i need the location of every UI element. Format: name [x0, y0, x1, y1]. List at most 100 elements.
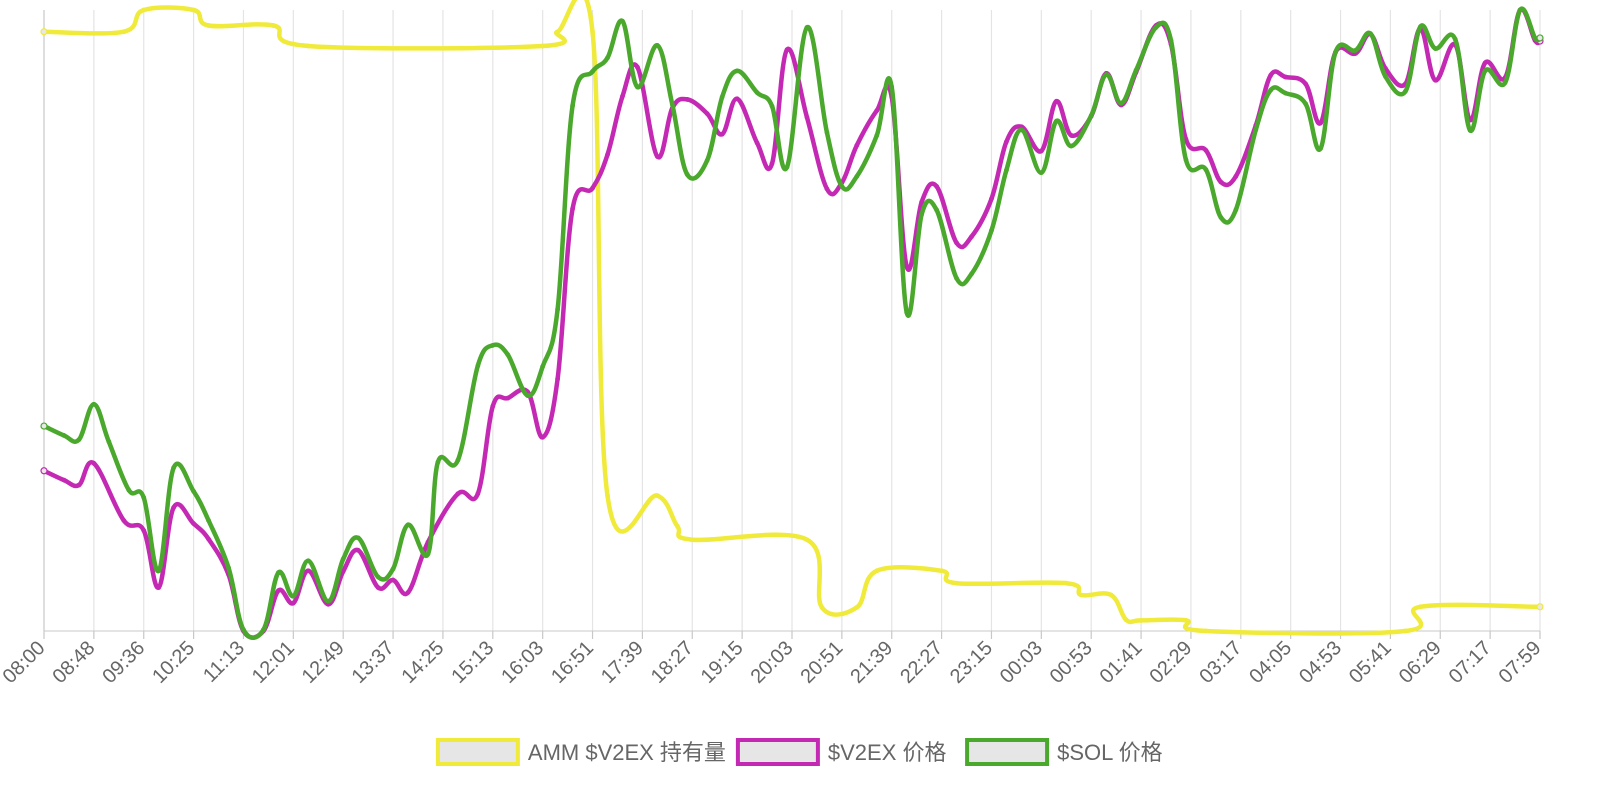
data-point	[954, 580, 959, 586]
data-point	[854, 142, 860, 148]
data-point	[1088, 113, 1094, 118]
legend-item-1[interactable]: $V2EX 价格	[735, 738, 947, 766]
data-point	[340, 556, 346, 562]
data-point	[390, 566, 396, 572]
data-point	[76, 437, 82, 443]
data-point	[405, 590, 411, 595]
x-tick-label: 22:27	[896, 637, 947, 688]
data-point	[669, 101, 675, 107]
data-point	[769, 103, 775, 109]
data-point	[1432, 77, 1438, 83]
data-point	[635, 64, 640, 70]
data-point	[590, 69, 595, 74]
data-point	[969, 234, 974, 240]
x-tick-label: 03:17	[1195, 637, 1246, 688]
data-point	[141, 7, 147, 13]
data-point	[1303, 81, 1309, 87]
data-point	[654, 154, 660, 159]
data-point	[1038, 170, 1044, 176]
data-point	[620, 93, 625, 99]
data-point	[989, 228, 994, 233]
data-point	[375, 585, 381, 590]
x-tick-label: 01:41	[1096, 637, 1147, 688]
data-point	[824, 129, 830, 135]
x-tick-label: 19:15	[697, 637, 748, 688]
x-tick-label: 09:36	[98, 637, 149, 688]
data-point	[270, 23, 276, 28]
data-point	[570, 206, 575, 212]
data-point	[1303, 101, 1309, 107]
data-point	[375, 574, 381, 580]
data-point	[654, 493, 660, 499]
data-point	[1168, 38, 1174, 43]
x-tick-label: 00:03	[996, 637, 1047, 688]
x-tick-label: 16:51	[547, 637, 598, 688]
x-tick-label: 14:25	[398, 637, 449, 688]
data-point	[156, 568, 162, 574]
data-point	[290, 593, 296, 599]
data-point	[1517, 7, 1523, 13]
data-point	[1283, 90, 1289, 96]
x-tick-label: 20:51	[796, 637, 847, 688]
data-point	[1318, 146, 1323, 151]
data-point	[934, 207, 940, 213]
legend-item-0[interactable]: AMM $V2EX 持有量	[435, 738, 726, 766]
x-tick-label: 18:27	[647, 637, 698, 688]
data-point	[674, 523, 680, 529]
data-point	[590, 29, 595, 35]
data-point	[555, 376, 561, 382]
data-point	[191, 488, 197, 494]
data-point	[505, 395, 511, 401]
legend-item-2[interactable]: $SOL 价格	[965, 738, 1163, 766]
legend[interactable]: AMM $V2EX 持有量 $V2EX 价格 $SOL 价格	[435, 738, 1163, 766]
data-point	[854, 174, 860, 179]
x-tick-label: 16:03	[497, 637, 548, 688]
data-point	[989, 196, 994, 202]
x-tick-label: 06:29	[1395, 637, 1446, 688]
data-point	[889, 84, 895, 90]
data-point	[275, 570, 281, 576]
data-point	[874, 133, 880, 138]
data-point	[435, 459, 441, 465]
data-point	[819, 605, 825, 610]
data-point	[1417, 24, 1423, 30]
data-point	[1383, 74, 1388, 79]
data-point	[1233, 207, 1239, 213]
data-point	[1078, 592, 1084, 598]
series-line	[41, 6, 1543, 641]
x-tick-label: 07:17	[1445, 637, 1496, 688]
data-point	[455, 491, 461, 497]
data-point	[505, 352, 511, 358]
data-point	[754, 90, 760, 95]
data-point	[684, 97, 690, 102]
data-point	[939, 568, 944, 574]
x-tick-label: 07:59	[1495, 637, 1546, 688]
legend-label: $SOL 价格	[1057, 740, 1163, 765]
x-tick-label: 13:37	[348, 637, 399, 688]
data-point	[490, 342, 496, 348]
data-point	[40, 422, 48, 430]
data-point	[121, 518, 127, 523]
data-point	[1018, 127, 1024, 133]
data-point	[1218, 215, 1224, 220]
data-point	[1368, 31, 1373, 36]
x-tick-label: 04:53	[1295, 637, 1346, 688]
data-point	[290, 600, 296, 606]
data-point	[1123, 617, 1129, 623]
data-point	[1318, 120, 1323, 126]
data-point	[704, 111, 710, 117]
data-point	[754, 140, 760, 146]
data-point	[1333, 49, 1338, 55]
legend-swatch	[435, 738, 520, 766]
data-point	[1068, 133, 1074, 138]
data-point	[206, 23, 211, 28]
data-point	[1203, 628, 1209, 634]
data-point	[91, 460, 97, 466]
data-point	[191, 521, 197, 526]
data-point	[191, 7, 197, 13]
data-point	[126, 487, 132, 493]
data-point	[1402, 88, 1408, 94]
x-tick-label: 05:41	[1345, 637, 1396, 688]
data-point	[605, 493, 610, 499]
x-tick-label: 08:48	[48, 637, 99, 688]
